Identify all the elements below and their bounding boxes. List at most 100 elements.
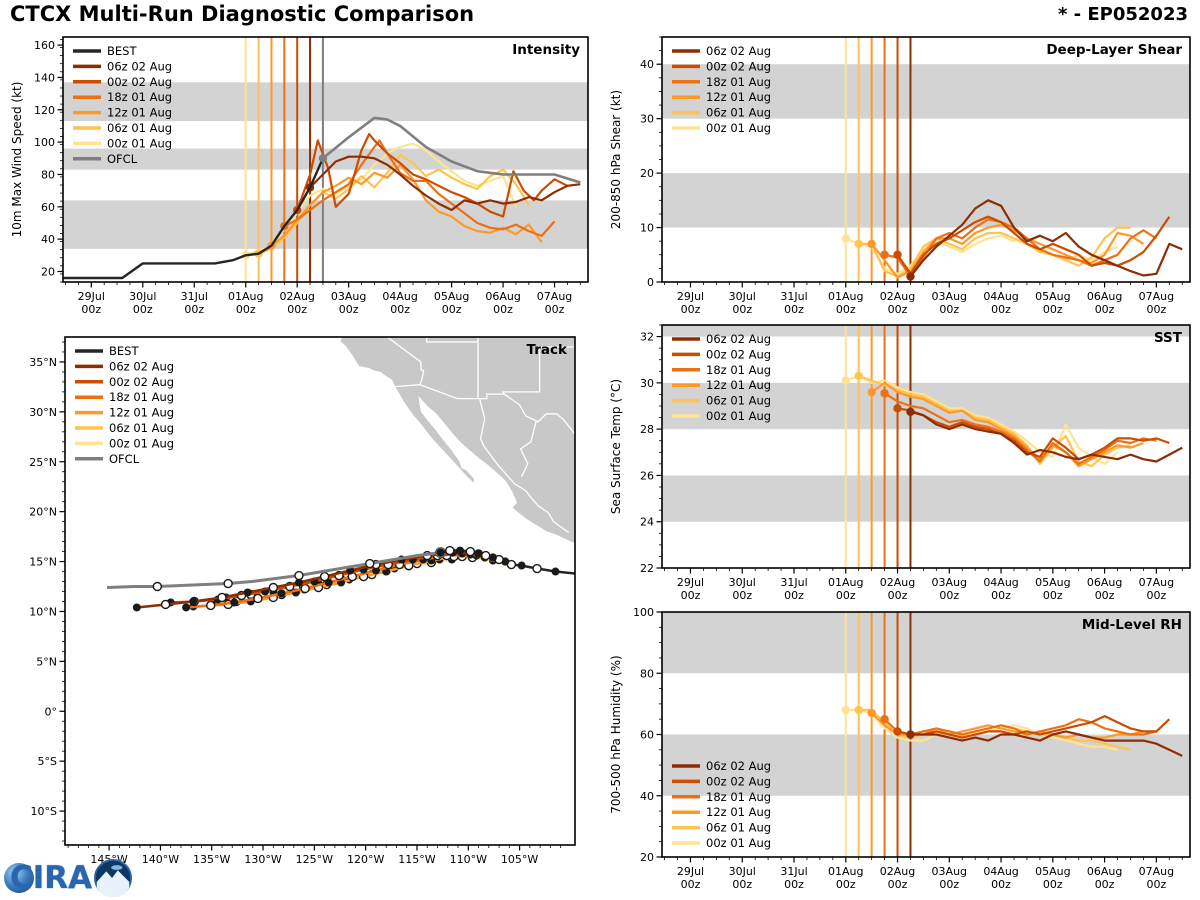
legend-label: 00z 01 Aug (706, 836, 771, 850)
svg-text:04Aug: 04Aug (983, 576, 1018, 589)
svg-text:35°N: 35°N (29, 356, 57, 369)
svg-text:31Jul: 31Jul (780, 576, 807, 589)
legend-label: 06z 02 Aug (109, 359, 174, 373)
init-dot (867, 387, 876, 397)
track-line (107, 551, 441, 589)
svg-text:40: 40 (41, 233, 55, 246)
series-line (296, 132, 568, 218)
series-line (845, 374, 1119, 465)
init-dot (841, 376, 850, 385)
svg-text:00z: 00z (784, 878, 804, 891)
svg-text:00z: 00z (339, 303, 359, 316)
init-dot (906, 730, 915, 739)
legend-label: 18z 01 Aug (706, 75, 771, 89)
svg-text:29Jul: 29Jul (677, 865, 704, 878)
svg-text:28: 28 (640, 423, 654, 436)
map-border (501, 346, 575, 395)
svg-text:60: 60 (41, 201, 55, 214)
legend-label: 00z 02 Aug (109, 375, 174, 389)
svg-text:160: 160 (34, 39, 55, 52)
panel-rh: 29Jul00z30Jul00z31Jul00z01Aug00z02Aug00z… (609, 606, 1191, 891)
svg-text:00z: 00z (888, 589, 908, 602)
series-line (883, 718, 1157, 736)
svg-text:5°N: 5°N (36, 655, 57, 668)
map-border (395, 384, 575, 436)
legend-label: 18z 01 Aug (706, 363, 771, 377)
svg-text:07Aug: 07Aug (1139, 576, 1174, 589)
map-border (519, 421, 537, 477)
legend-label: 06z 01 Aug (109, 421, 174, 435)
svg-text:00z: 00z (287, 303, 307, 316)
svg-text:20: 20 (640, 167, 654, 180)
legend-label: 18z 01 Aug (706, 790, 771, 804)
svg-text:00z: 00z (1043, 878, 1063, 891)
panel-title: Deep-Layer Shear (1046, 42, 1182, 58)
svg-text:05Aug: 05Aug (1035, 865, 1070, 878)
svg-text:00z: 00z (836, 878, 856, 891)
svg-text:105°W: 105°W (501, 853, 538, 866)
svg-text:80: 80 (640, 667, 654, 680)
svg-text:01Aug: 01Aug (828, 290, 863, 303)
legend-label: BEST (109, 344, 139, 358)
svg-text:00z: 00z (493, 303, 513, 316)
svg-text:30Jul: 30Jul (729, 865, 756, 878)
svg-text:140°W: 140°W (142, 853, 179, 866)
svg-text:24: 24 (640, 516, 654, 529)
svg-text:130°W: 130°W (244, 853, 281, 866)
panel-title: SST (1154, 330, 1183, 346)
svg-text:00z: 00z (681, 878, 701, 891)
svg-text:00z: 00z (939, 303, 959, 316)
map-border (386, 337, 425, 385)
panel-title: Track (527, 342, 568, 358)
svg-text:00z: 00z (991, 303, 1011, 316)
header: CTCX Multi-Run Diagnostic Comparison * -… (0, 0, 1200, 30)
y-axis-label: 200-850 hPa Shear (kt) (609, 90, 623, 229)
init-dot (867, 239, 876, 249)
svg-text:29Jul: 29Jul (677, 576, 704, 589)
series-line (897, 407, 1170, 461)
svg-text:40: 40 (640, 790, 654, 803)
svg-text:40: 40 (640, 58, 654, 71)
svg-text:06Aug: 06Aug (485, 290, 520, 303)
rammb-badge-icon (94, 859, 133, 897)
svg-text:04Aug: 04Aug (983, 290, 1018, 303)
svg-text:00z: 00z (836, 589, 856, 602)
svg-text:00z: 00z (732, 878, 752, 891)
svg-text:04Aug: 04Aug (983, 865, 1018, 878)
svg-text:31Jul: 31Jul (181, 290, 208, 303)
legend-label: 06z 02 Aug (706, 44, 771, 58)
init-dot (893, 404, 902, 413)
svg-text:02Aug: 02Aug (880, 576, 915, 589)
series-line (283, 139, 556, 237)
init-dot (893, 727, 902, 736)
svg-text:00z: 00z (545, 303, 565, 316)
legend-label: 06z 02 Aug (706, 332, 771, 346)
series-line (63, 157, 324, 280)
legend-label: 18z 01 Aug (109, 390, 174, 404)
svg-text:01Aug: 01Aug (228, 290, 263, 303)
svg-text:25°N: 25°N (29, 456, 57, 469)
svg-text:10: 10 (640, 222, 654, 235)
svg-text:00z: 00z (681, 589, 701, 602)
svg-text:00z: 00z (1146, 589, 1166, 602)
legend-label: 00z 01 Aug (107, 136, 172, 150)
svg-text:120: 120 (34, 104, 55, 117)
init-dot (318, 154, 328, 163)
svg-text:00z: 00z (1146, 303, 1166, 316)
svg-text:00z: 00z (184, 303, 204, 316)
legend-label: 00z 01 Aug (706, 409, 771, 423)
svg-text:00z: 00z (1095, 878, 1115, 891)
svg-text:26: 26 (640, 469, 654, 482)
svg-text:15°N: 15°N (29, 556, 57, 569)
svg-text:30: 30 (640, 377, 654, 390)
svg-text:00z: 00z (732, 303, 752, 316)
svg-text:00z: 00z (836, 303, 856, 316)
svg-text:30Jul: 30Jul (729, 576, 756, 589)
series-line (909, 199, 1183, 278)
svg-text:07Aug: 07Aug (1139, 290, 1174, 303)
svg-text:00z: 00z (939, 589, 959, 602)
panel-shear: 29Jul00z30Jul00z31Jul00z01Aug00z02Aug00z… (609, 36, 1191, 316)
map-border (478, 398, 486, 447)
init-dot (854, 705, 863, 715)
